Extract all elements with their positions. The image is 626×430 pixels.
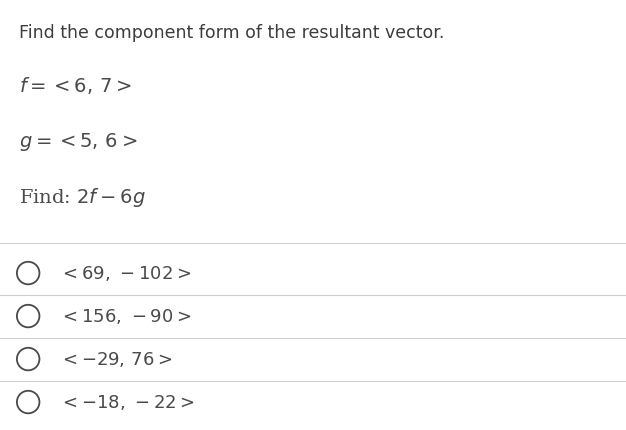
Text: Find the component form of the resultant vector.: Find the component form of the resultant…: [19, 24, 444, 42]
Text: $< 69,\, -102 >$: $< 69,\, -102 >$: [59, 264, 192, 283]
Text: $< -29,\, 76 >$: $< -29,\, 76 >$: [59, 350, 173, 369]
Text: $< -18,\, -22 >$: $< -18,\, -22 >$: [59, 393, 195, 412]
Text: $< 156,\, -90 >$: $< 156,\, -90 >$: [59, 307, 192, 326]
Text: $f =< 6,\, 7 >$: $f =< 6,\, 7 >$: [19, 76, 131, 96]
Text: $g =< 5,\, 6 >$: $g =< 5,\, 6 >$: [19, 131, 137, 153]
Text: Find: $2f - 6g$: Find: $2f - 6g$: [19, 186, 146, 209]
